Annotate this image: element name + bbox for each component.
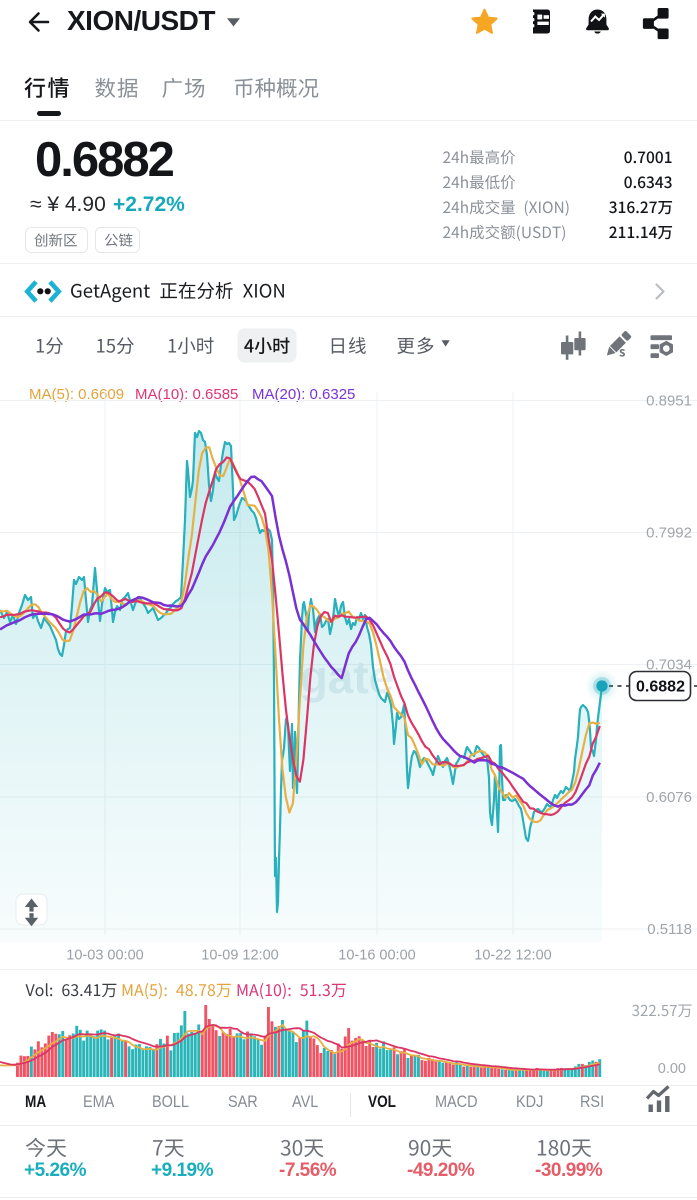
svg-text:10-03 00:00: 10-03 00:00: [66, 948, 143, 964]
svg-text:0.8951: 0.8951: [646, 393, 692, 410]
svg-text:0.00: 0.00: [658, 1061, 686, 1077]
svg-text:10-22 12:00: 10-22 12:00: [474, 948, 551, 964]
svg-text:0.7992: 0.7992: [646, 525, 692, 542]
svg-text:10-16 00:00: 10-16 00:00: [338, 948, 415, 964]
svg-text:0.5118: 0.5118: [647, 921, 692, 938]
svg-text:0.7034: 0.7034: [646, 657, 692, 674]
svg-text:10-09 12:00: 10-09 12:00: [201, 948, 278, 964]
svg-text:0.6076: 0.6076: [646, 789, 692, 806]
svg-text:0.6882: 0.6882: [636, 679, 685, 696]
